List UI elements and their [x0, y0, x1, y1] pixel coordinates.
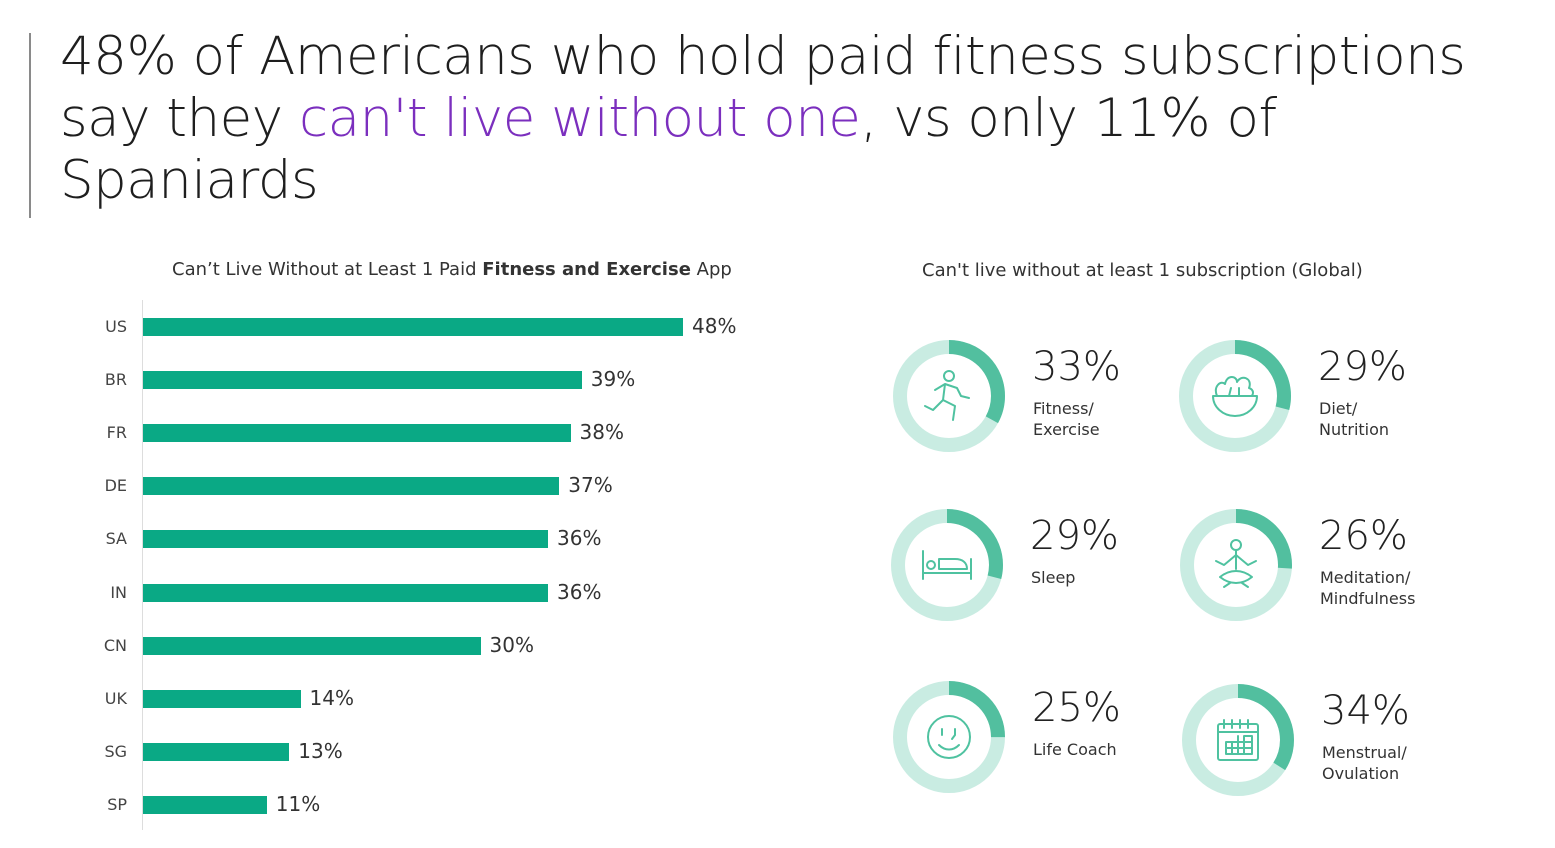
bar-category-label: US	[105, 317, 127, 336]
donut-arc	[891, 509, 1003, 621]
donut-4	[1176, 505, 1296, 625]
headline: 48% of Americans who hold paid fitness s…	[60, 26, 1520, 212]
donut-category-label: Life Coach	[1033, 740, 1117, 759]
bar-category-label: CN	[103, 635, 127, 655]
bar-value-label: 11%	[275, 791, 321, 816]
smiley-face-icon	[927, 715, 971, 759]
headline-text: 48% of Americans who hold paid fitness s…	[60, 26, 1466, 149]
bar-value-label: 13%	[298, 738, 343, 763]
bar-chart-title: Can’t Live Without at Least 1 Paid Fitne…	[172, 259, 732, 280]
bar-sp	[143, 795, 267, 814]
bar-br	[143, 371, 582, 390]
title-pre: Can’t Live Without at Least 1 Paid	[172, 259, 483, 280]
bar-in	[143, 583, 548, 602]
bar-category-label: IN	[110, 582, 127, 602]
bar-category-label: SG	[104, 741, 127, 761]
bar-category-label: BR	[104, 370, 127, 390]
bar-category-label: DE	[104, 476, 127, 496]
bar-value-label: 30%	[489, 632, 534, 657]
donut-category-label: Menstrual/ Ovulation	[1322, 743, 1407, 783]
donut-value: 26%	[1319, 513, 1408, 559]
bar-de	[143, 477, 560, 496]
bar-uk	[143, 689, 301, 708]
donut-3	[887, 505, 1007, 625]
donut-category-label: Sleep	[1031, 568, 1076, 587]
donut-category-label: Diet/ Nutrition	[1319, 399, 1390, 439]
headline-text-end: , vs only 11% of Spaniards	[60, 88, 1277, 211]
bar-us	[143, 318, 683, 336]
y-axis-line	[142, 300, 143, 830]
bar-sa	[143, 530, 548, 549]
bed-icon	[922, 550, 972, 580]
bar-fr	[143, 424, 571, 443]
salad-bowl-icon	[1212, 376, 1258, 417]
donut-arc	[1179, 340, 1291, 452]
meditation-icon	[1215, 539, 1257, 588]
donut-1	[889, 336, 1009, 456]
bar-category-label: SP	[107, 794, 127, 814]
donut-category-label: Fitness/ Exercise	[1033, 399, 1100, 439]
bar-value-label: 38%	[579, 420, 624, 445]
bar-category-label: FR	[106, 423, 127, 443]
donut-arc	[1182, 684, 1294, 796]
donut-5	[889, 677, 1009, 797]
bar-value-label: 39%	[590, 367, 636, 392]
calendar-icon	[1217, 719, 1259, 761]
bar-value-label: 36%	[557, 579, 602, 604]
bar-value-label: 36%	[557, 526, 602, 551]
donut-arc	[893, 340, 1005, 452]
accent-rule	[29, 33, 31, 218]
donut-value: 25%	[1032, 685, 1121, 731]
donut-6	[1178, 680, 1298, 800]
bar-value-label: 14%	[309, 685, 354, 710]
donut-chart-title: Can't live without at least 1 subscripti…	[922, 260, 1363, 281]
bar-value-label: 37%	[568, 473, 613, 498]
running-person-icon	[924, 370, 970, 421]
donut-arc	[893, 681, 1005, 793]
donut-category-label: Meditation/ Mindfulness	[1320, 568, 1416, 608]
donut-value: 29%	[1318, 344, 1407, 390]
bar-cn	[143, 636, 481, 655]
donut-value: 33%	[1032, 344, 1121, 390]
title-bold: Fitness and Exercise	[482, 259, 691, 280]
bar-sg	[143, 742, 290, 761]
title-post: App	[690, 259, 732, 280]
bar-value-label: 48%	[692, 314, 737, 338]
donut-value: 29%	[1030, 513, 1119, 559]
bar-category-label: SA	[105, 529, 127, 549]
donut-2	[1175, 336, 1295, 456]
donut-value: 34%	[1321, 688, 1410, 734]
bar-category-label: UK	[104, 688, 127, 708]
headline-highlight: can't live without one	[299, 88, 861, 149]
donut-arc	[1180, 509, 1292, 621]
